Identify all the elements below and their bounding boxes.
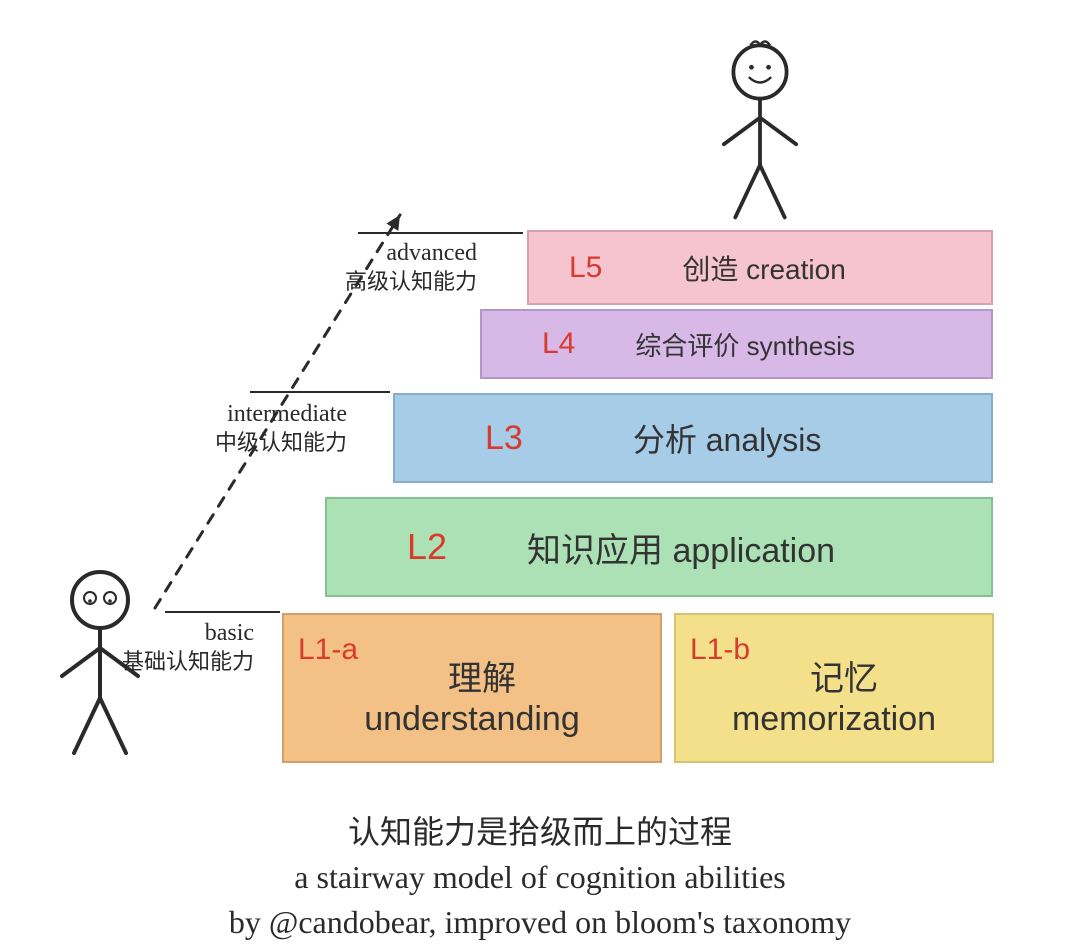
caption-en-1: a stairway model of cognition abilities <box>0 855 1080 900</box>
level-code: L2 <box>407 526 447 568</box>
level-code: L5 <box>569 251 602 285</box>
level-label-en: understanding <box>364 700 580 739</box>
section-tick-advanced <box>358 232 523 234</box>
level-code: L3 <box>485 419 523 458</box>
section-label-zh: 基础认知能力 <box>122 648 254 676</box>
section-label-en: intermediate <box>215 399 347 429</box>
level-code: L1-a <box>298 633 358 667</box>
section-label-zh: 中级认知能力 <box>215 429 347 457</box>
stick-figure-happy-icon <box>724 41 796 217</box>
section-label-en: advanced <box>345 238 477 268</box>
stair-step-l1: L1-a 理解understanding L1-b 记忆memorization <box>282 613 994 763</box>
diagram-stage: { "canvas": { "width": 1080, "height": 9… <box>0 0 1080 951</box>
diagram-caption: 认知能力是拾级而上的过程 a stairway model of cogniti… <box>0 810 1080 944</box>
section-tick-intermediate <box>250 391 390 393</box>
stair-step-l1b: L1-b 记忆memorization <box>674 613 994 763</box>
stair-step-l2: L2 知识应用 application <box>325 497 993 597</box>
level-label: 创造 creation <box>682 248 845 288</box>
stair-step-l4: L4 综合评价 synthesis <box>480 309 993 379</box>
section-label-basic: basic 基础认知能力 <box>122 618 254 676</box>
level-label-zh: 记忆 <box>810 651 878 700</box>
level-label-en: memorization <box>732 700 936 739</box>
stair-step-l3: L3 分析 analysis <box>393 393 993 483</box>
level-code: L4 <box>542 327 575 361</box>
stair-step-l5: L5 创造 creation <box>527 230 993 305</box>
level-label: 分析 analysis <box>633 415 822 461</box>
level-label: 知识应用 application <box>527 523 835 572</box>
level-label: 综合评价 synthesis <box>635 326 855 363</box>
section-tick-basic <box>165 611 280 613</box>
section-label-en: basic <box>122 618 254 648</box>
level-code: L1-b <box>690 633 750 667</box>
section-label-advanced: advanced 高级认知能力 <box>345 238 477 296</box>
caption-en-2: by @candobear, improved on bloom's taxon… <box>0 900 1080 945</box>
section-label-intermediate: intermediate 中级认知能力 <box>215 399 347 457</box>
stair-step-l1a: L1-a 理解understanding <box>282 613 662 763</box>
caption-zh: 认知能力是拾级而上的过程 <box>0 810 1080 855</box>
section-label-zh: 高级认知能力 <box>345 268 477 296</box>
level-label-zh: 理解 <box>448 651 516 700</box>
